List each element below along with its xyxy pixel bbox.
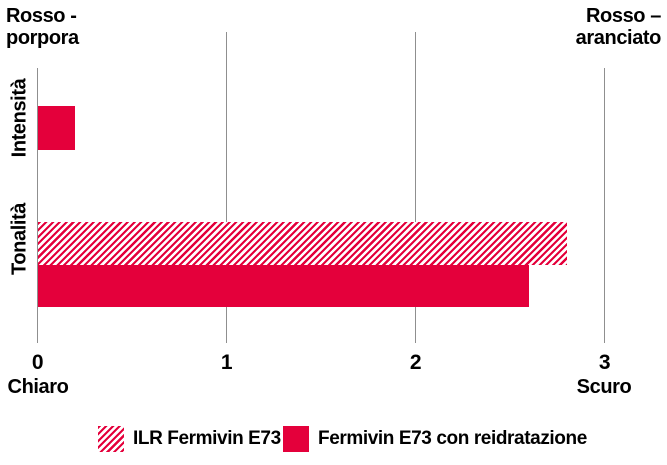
gridline-x1 [225, 32, 228, 343]
gridline-x3 [603, 68, 606, 343]
legend-label-ilr: ILR Fermivin E73 [133, 428, 281, 449]
x-tick-label-2: 2 [409, 351, 422, 374]
category-label-tonalita: Tonalità [8, 203, 31, 275]
annotation-top-right: Rosso – aranciato [575, 5, 662, 50]
annotation-top-right-line1: Rosso – [585, 5, 661, 27]
annotation-top-left: Rosso - porpora [6, 5, 79, 50]
x-tick-label-0: 0 [31, 351, 44, 374]
annotation-top-left-line1: Rosso - [6, 5, 77, 27]
legend-item-ilr: ILR Fermivin E73 [98, 426, 281, 452]
gridline-x0 [36, 68, 39, 343]
solid-swatch-icon [283, 426, 309, 452]
x-axis-min-label: Chiaro [7, 376, 69, 398]
annotation-top-right-line2: aranciato [575, 27, 662, 50]
bar-intensità-series1 [37, 106, 76, 150]
bar-tonalità-series0 [37, 222, 567, 265]
gridline-x2 [414, 32, 417, 343]
annotation-top-left-line2: porpora [6, 27, 79, 50]
x-tick-label-1: 1 [220, 351, 233, 374]
x-tick-label-3: 3 [598, 351, 611, 374]
bar-tonalità-series1 [37, 265, 529, 307]
x-axis-max-label: Scuro [576, 376, 632, 398]
category-label-intensita: Intensità [8, 78, 31, 158]
hatched-swatch-icon [98, 426, 124, 452]
legend-label-reidratazione: Fermivin E73 con reidratazione [318, 428, 587, 449]
legend-item-reidratazione: Fermivin E73 con reidratazione [283, 426, 587, 452]
